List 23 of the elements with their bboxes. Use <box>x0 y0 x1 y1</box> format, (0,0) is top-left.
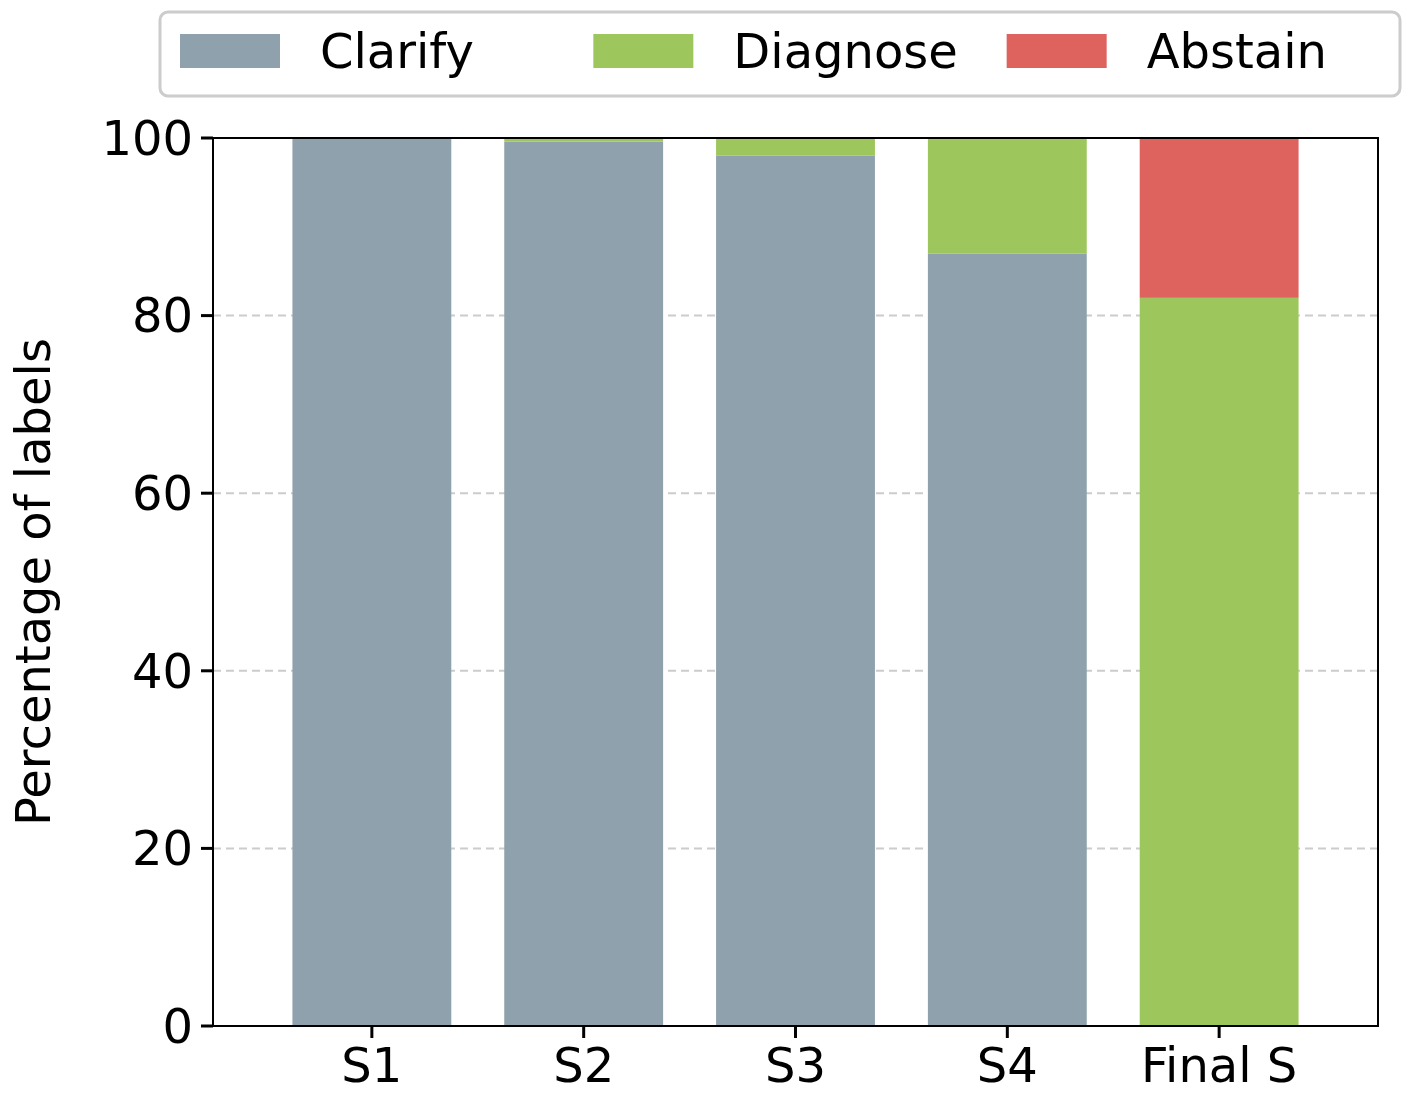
bar <box>1139 297 1299 1026</box>
legend-label: Diagnose <box>733 22 958 79</box>
y-tick-label: 40 <box>131 642 193 699</box>
x-tick-label: S4 <box>976 1037 1038 1093</box>
y-tick-label: 20 <box>131 820 193 877</box>
bar <box>1139 138 1299 298</box>
bar <box>927 138 1087 254</box>
y-tick-label: 60 <box>131 465 193 521</box>
bar <box>927 253 1087 1026</box>
bar <box>716 138 875 156</box>
y-tick-label: 100 <box>101 109 193 166</box>
y-axis-title: Percentage of labels <box>5 338 61 826</box>
y-tick-label: 80 <box>131 287 193 344</box>
x-tick-label: S1 <box>341 1037 403 1093</box>
x-tick-label: S3 <box>764 1037 827 1093</box>
legend-label: Abstain <box>1146 22 1327 79</box>
y-tick-label: 0 <box>162 997 193 1054</box>
x-tick-label: S2 <box>553 1037 615 1093</box>
legend-label: Clarify <box>320 22 474 79</box>
bar <box>716 155 875 1026</box>
x-tick-label: Final S <box>1140 1037 1298 1093</box>
bar <box>292 138 452 1026</box>
bar <box>504 141 664 1026</box>
